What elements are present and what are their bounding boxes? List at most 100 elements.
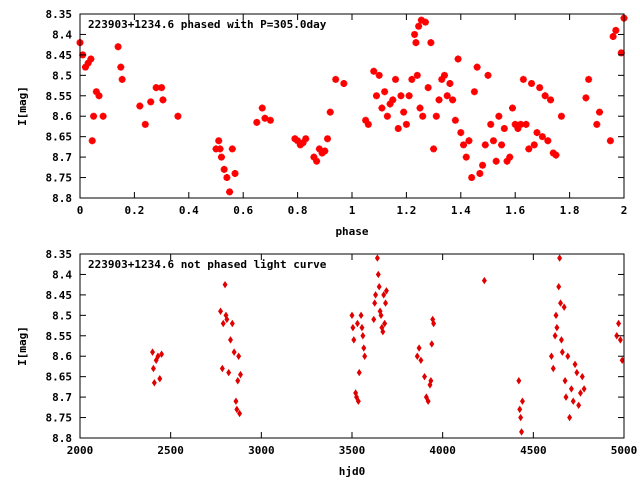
data-point	[382, 319, 388, 328]
data-points	[150, 254, 625, 436]
data-point	[582, 94, 590, 102]
data-point	[383, 287, 389, 295]
data-point	[174, 112, 182, 120]
data-point	[299, 139, 307, 147]
data-point	[228, 336, 233, 344]
data-point	[219, 364, 225, 373]
data-point	[417, 16, 425, 24]
data-point	[585, 75, 593, 83]
y-tick-label: 8.6	[52, 350, 72, 363]
data-point	[215, 137, 223, 145]
data-point	[392, 75, 400, 83]
data-point	[155, 352, 161, 360]
data-point	[454, 55, 462, 63]
plot-frame	[79, 253, 625, 439]
data-point	[389, 96, 397, 104]
data-point	[565, 352, 571, 360]
data-point	[579, 372, 585, 381]
x-tick-label: 1.6	[505, 204, 525, 217]
data-point	[315, 145, 323, 153]
y-tick-label: 8.8	[52, 192, 72, 205]
y-tick-label: 8.6	[52, 110, 72, 123]
data-point	[220, 165, 228, 173]
data-point	[236, 352, 242, 360]
data-point	[574, 368, 580, 377]
data-point	[114, 43, 122, 51]
data-point	[421, 18, 429, 26]
x-tick-label: 3000	[248, 444, 275, 457]
data-point	[216, 145, 224, 153]
data-point	[359, 323, 365, 332]
y-tick-label: 8.35	[46, 248, 73, 261]
data-point	[416, 104, 424, 112]
data-point	[302, 135, 310, 143]
data-point	[226, 368, 232, 377]
data-point	[419, 112, 427, 120]
data-point	[616, 319, 622, 328]
data-point	[84, 59, 92, 67]
data-point	[425, 397, 431, 405]
data-point	[558, 336, 564, 344]
data-point	[362, 352, 368, 360]
y-tick-label: 8.75	[46, 172, 73, 185]
data-point	[443, 92, 451, 100]
data-point	[136, 102, 144, 110]
data-point	[324, 135, 332, 143]
y-tick-label: 8.45	[46, 289, 73, 302]
data-point	[548, 352, 554, 360]
data-point	[596, 108, 604, 116]
data-point	[150, 364, 156, 373]
data-point	[547, 96, 555, 104]
data-point	[517, 120, 525, 128]
x-tick-label: 5000	[611, 444, 638, 457]
x-tick-label: 1	[349, 204, 356, 217]
data-point	[484, 71, 492, 79]
data-point	[397, 92, 405, 100]
data-point	[476, 169, 484, 177]
data-point	[614, 332, 620, 340]
data-point	[88, 137, 96, 145]
data-point	[408, 75, 416, 83]
x-tick-label: 1.4	[451, 204, 471, 217]
data-point	[231, 348, 237, 356]
data-point	[423, 393, 429, 401]
data-point	[533, 129, 541, 137]
data-point	[481, 141, 489, 149]
data-point	[354, 319, 360, 328]
data-point	[593, 120, 601, 128]
data-point	[386, 100, 394, 108]
data-point	[383, 299, 389, 307]
data-point	[394, 124, 402, 132]
data-point	[451, 116, 459, 124]
x-tick-label: 0.4	[179, 204, 199, 217]
data-point	[229, 319, 235, 328]
data-point	[568, 385, 574, 393]
data-point	[364, 120, 372, 128]
data-point	[147, 98, 155, 106]
data-point	[349, 311, 355, 320]
data-point	[370, 67, 378, 75]
data-point	[362, 116, 370, 124]
data-point	[321, 147, 329, 155]
data-point	[530, 141, 538, 149]
data-point	[237, 370, 243, 379]
chart-title: 223903+1234.6 phased with P=305.0day	[88, 18, 327, 31]
data-point	[87, 55, 95, 63]
data-point	[373, 291, 379, 299]
data-point	[411, 30, 419, 38]
data-point	[253, 118, 261, 126]
data-point	[511, 120, 519, 128]
plot-frame	[79, 13, 625, 199]
data-point	[489, 137, 497, 145]
data-point	[218, 307, 224, 315]
data-point	[117, 63, 125, 71]
data-point	[544, 137, 552, 145]
data-point	[562, 377, 568, 385]
data-point	[358, 311, 364, 320]
data-point	[413, 71, 421, 79]
data-point	[383, 112, 391, 120]
x-tick-label: 0	[77, 204, 84, 217]
data-point	[506, 153, 514, 161]
x-tick-label: 0.2	[124, 204, 144, 217]
y-tick-label: 8.4	[52, 28, 72, 41]
